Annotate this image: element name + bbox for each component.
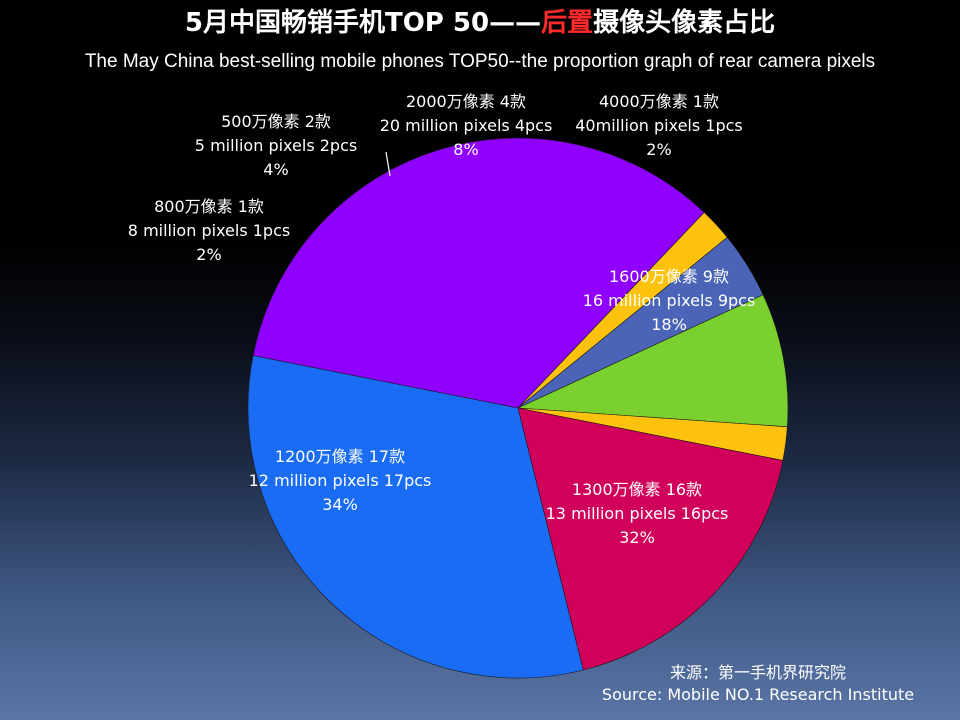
chart-title-highlight: 后置 (541, 8, 594, 38)
slice-label-1200: 1200万像素 17款 12 million pixels 17pcs 34% (249, 445, 432, 517)
slice-label-1300-zh: 1300万像素 16款 (571, 480, 703, 499)
pie-slice-1300 (247, 355, 584, 679)
pie-slices (247, 137, 789, 679)
slice-label-1600: 1600万像素 9款 16 million pixels 9pcs 18% (583, 265, 756, 337)
slice-label-2000-en: 20 million pixels 4pcs (379, 116, 553, 135)
slice-label-1600-zh: 1600万像素 9款 (609, 267, 729, 286)
pie-slice-1200 (252, 137, 705, 409)
slice-label-4000-pct: 2% (646, 140, 672, 159)
leader-line-500 (385, 151, 391, 177)
slice-label-1600-pct: 18% (651, 315, 687, 334)
slice-label-800-pct: 2% (196, 245, 222, 264)
slice-label-1200-en: 12 million pixels 17pcs (248, 471, 432, 490)
source-line-zh: 来源：第一手机界研究院 (669, 663, 846, 682)
chart-title-suffix: 摄像头像素占比 (593, 8, 776, 38)
slice-label-1600-en: 16 million pixels 9pcs (582, 291, 756, 310)
chart-title: 5月中国畅销手机TOP 50——后置摄像头像素占比 (0, 6, 960, 40)
pie-slice-2000 (517, 294, 789, 428)
slice-label-500-pct: 4% (263, 160, 289, 179)
slice-label-2000-pct: 8% (453, 140, 479, 159)
slice-label-800: 800万像素 1款 8 million pixels 1pcs 2% (128, 195, 290, 267)
chart-title-prefix: 5月中国畅销手机TOP 50—— (184, 8, 542, 38)
slice-label-500-en: 5 million pixels 2pcs (194, 136, 358, 155)
slice-label-800-zh: 800万像素 1款 (154, 197, 264, 216)
slice-label-1300-en: 13 million pixels 16pcs (545, 504, 729, 523)
slice-label-1200-zh: 1200万像素 17款 (274, 447, 406, 466)
chart-subtitle: The May China best-selling mobile phones… (84, 51, 876, 72)
source-line-en: Source: Mobile NO.1 Research Institute (601, 685, 915, 704)
slice-label-2000: 2000万像素 4款 20 million pixels 4pcs 8% (380, 90, 553, 162)
slice-label-4000-en: 40million pixels 1pcs (575, 116, 743, 135)
slice-label-4000: 4000万像素 1款 40million pixels 1pcs 2% (575, 90, 743, 162)
slice-label-500-zh: 500万像素 2款 (221, 112, 331, 131)
source-note: 来源：第一手机界研究院 Source: Mobile NO.1 Research… (578, 662, 938, 706)
slice-label-4000-zh: 4000万像素 1款 (599, 92, 719, 111)
slice-label-500: 500万像素 2款 5 million pixels 2pcs 4% (195, 110, 357, 182)
slice-label-1200-pct: 34% (322, 495, 358, 514)
slice-label-800-en: 8 million pixels 1pcs (127, 221, 291, 240)
slice-label-2000-zh: 2000万像素 4款 (406, 92, 526, 111)
slice-label-1300-pct: 32% (619, 528, 655, 547)
slice-label-1300: 1300万像素 16款 13 million pixels 16pcs 32% (546, 478, 729, 550)
pie-slice-1600 (517, 407, 784, 671)
